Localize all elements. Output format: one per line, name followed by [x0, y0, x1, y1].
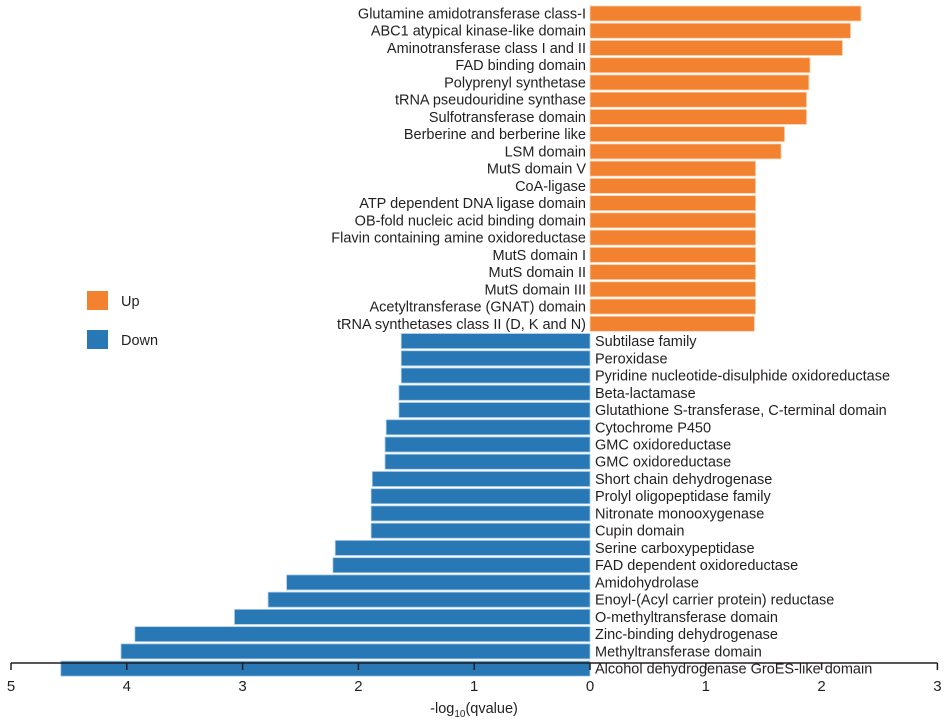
- x-tick-label: 3: [238, 678, 246, 695]
- category-label: ABC1 atypical kinase-like domain: [371, 24, 586, 40]
- x-tick-label: 0: [586, 678, 594, 695]
- category-label: GMC oxidoreductase: [595, 455, 731, 471]
- category-label: MutS domain I: [493, 248, 587, 264]
- bar-up: [589, 281, 756, 298]
- bar-down: [398, 384, 591, 401]
- category-label: Peroxidase: [595, 351, 668, 367]
- category-label: Berberine and berberine like: [404, 127, 586, 143]
- x-axis-title-subscript: 10: [454, 709, 466, 720]
- category-label: LSM domain: [505, 144, 586, 160]
- bar-down: [234, 609, 591, 625]
- x-tick-label: 4: [123, 678, 131, 695]
- legend-label-down: Down: [121, 333, 158, 349]
- bar-up: [589, 143, 782, 160]
- bar-down: [400, 350, 591, 367]
- bar-up: [589, 126, 785, 143]
- legend: Up Down: [87, 291, 158, 349]
- category-label: O-methyltransferase domain: [595, 610, 778, 626]
- bar-up: [589, 74, 810, 91]
- x-axis-title: -log10(qvalue): [430, 701, 518, 720]
- x-tick-label: 1: [702, 678, 710, 695]
- bar-up: [589, 195, 756, 212]
- x-tick-label: 2: [817, 678, 825, 695]
- bar-up: [589, 177, 756, 194]
- bar-down: [384, 436, 591, 453]
- category-label: MutS domain V: [487, 162, 586, 178]
- x-tick-label: 3: [933, 678, 941, 695]
- category-label: Glutathione S-transferase, C-terminal do…: [595, 403, 887, 419]
- bar-down: [384, 453, 591, 470]
- category-label: tRNA synthetases class II (D, K and N): [337, 317, 586, 333]
- category-label: Zinc-binding dehydrogenase: [595, 627, 778, 643]
- category-label: tRNA pseudouridine synthase: [395, 93, 586, 109]
- bar-down: [398, 402, 591, 418]
- bar-up: [589, 229, 756, 246]
- category-label: MutS domain III: [484, 282, 586, 298]
- bar-up: [589, 22, 851, 39]
- category-label: OB-fold nucleic acid binding domain: [355, 213, 586, 229]
- category-label: Cytochrome P450: [595, 420, 711, 436]
- category-label: Alcohol dehydrogenase GroES-like domain: [595, 662, 872, 678]
- bars-group: [60, 5, 862, 677]
- category-label: Subtilase family: [595, 334, 697, 350]
- x-axis: 5 4 3 2 1 0 1 2 3: [7, 662, 942, 695]
- category-label: Methyltransferase domain: [595, 644, 762, 660]
- bar-down: [400, 333, 591, 349]
- bar-down: [286, 574, 591, 591]
- category-label: Amidohydrolase: [595, 575, 699, 591]
- x-axis-title-prefix: -log: [430, 701, 454, 717]
- category-label: Pyridine nucleotide-disulphide oxidoredu…: [595, 369, 890, 385]
- category-label: Flavin containing amine oxidoreductase: [331, 231, 586, 247]
- category-label: Serine carboxypeptidase: [595, 541, 755, 557]
- bar-up: [589, 160, 756, 177]
- bar-down: [334, 540, 591, 556]
- legend-swatch-down: [87, 330, 108, 349]
- category-label: Acetyltransferase (GNAT) domain: [370, 300, 587, 316]
- legend-label-up: Up: [121, 294, 140, 310]
- category-label: Enoyl-(Acyl carrier protein) reductase: [595, 593, 834, 609]
- x-tick-label: 2: [354, 678, 362, 695]
- x-tick-label: 1: [470, 678, 478, 695]
- bar-up: [589, 298, 756, 315]
- legend-swatch-up: [87, 291, 108, 310]
- category-label: FAD binding domain: [455, 58, 586, 74]
- bar-up: [589, 109, 807, 125]
- category-label: FAD dependent oxidoreductase: [595, 558, 798, 574]
- category-label: Beta-lactamase: [595, 386, 696, 402]
- category-label: ATP dependent DNA ligase domain: [359, 196, 586, 212]
- bar-up: [589, 212, 756, 229]
- category-label: GMC oxidoreductase: [595, 438, 731, 454]
- bar-down: [120, 643, 591, 660]
- category-label: Short chain dehydrogenase: [595, 472, 772, 488]
- bar-down: [134, 626, 591, 643]
- bar-up: [589, 246, 756, 263]
- bar-down: [332, 557, 591, 574]
- category-label: Glutamine amidotransferase class-I: [358, 7, 586, 23]
- bar-up: [589, 264, 756, 281]
- category-label: Cupin domain: [595, 524, 684, 540]
- bar-down: [371, 471, 591, 487]
- bar-down: [385, 419, 591, 436]
- bar-up: [589, 40, 843, 56]
- bar-up: [589, 5, 862, 22]
- x-tick-label: 5: [7, 678, 15, 695]
- x-axis-title-suffix: (qvalue): [465, 701, 517, 717]
- category-label: MutS domain II: [488, 265, 586, 281]
- bar-up: [589, 91, 807, 108]
- bar-down: [370, 505, 591, 522]
- category-label: Sulfotransferase domain: [429, 110, 586, 126]
- category-label: Nitronate monooxygenase: [595, 506, 764, 522]
- bar-up: [589, 315, 755, 332]
- category-label: Prolyl oligopeptidase family: [595, 489, 771, 505]
- bar-down: [267, 591, 591, 608]
- bar-up: [589, 57, 811, 74]
- bar-down: [370, 488, 591, 505]
- category-label: CoA-ligase: [515, 179, 586, 195]
- bar-down: [370, 522, 591, 539]
- category-label: Aminotransferase class I and II: [387, 41, 586, 57]
- bar-down: [400, 367, 591, 384]
- category-label: Polyprenyl synthetase: [444, 75, 586, 91]
